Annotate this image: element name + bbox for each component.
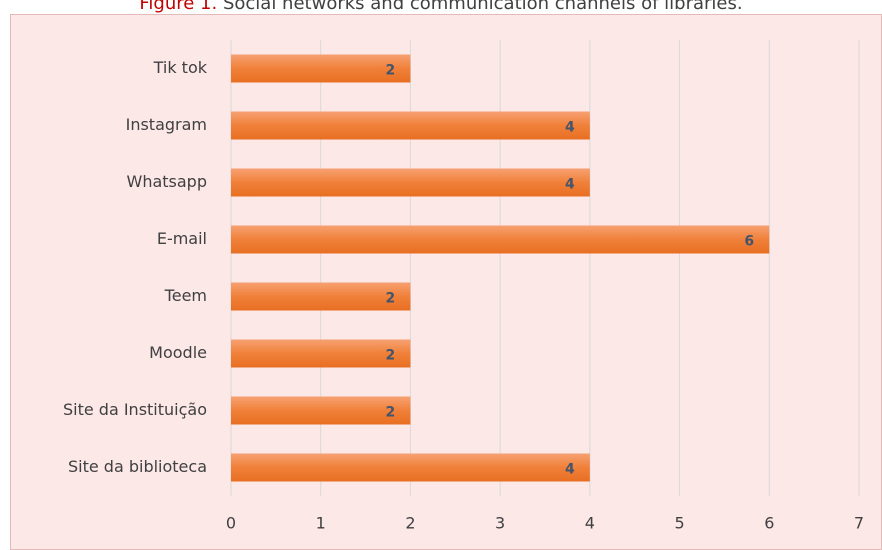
figure-label: Figure 1.: [139, 0, 217, 14]
bar: [231, 453, 590, 482]
y-tick-label: Site da Instituição: [63, 400, 207, 419]
value-label: 2: [386, 405, 396, 421]
value-label: 2: [386, 63, 396, 79]
value-label: 4: [565, 177, 575, 193]
y-tick-label: Whatsapp: [127, 172, 208, 191]
bar: [231, 54, 411, 83]
bar: [231, 111, 590, 140]
x-tick-label: 2: [405, 514, 415, 533]
bar: [231, 396, 411, 425]
x-tick-label: 5: [674, 514, 684, 533]
bar: [231, 282, 411, 311]
chart-title: Figure 1. Social networks and communicat…: [139, 0, 742, 14]
value-label: 4: [565, 462, 575, 478]
bar: [231, 225, 770, 254]
x-tick-label: 1: [316, 514, 326, 533]
x-tick-label: 0: [226, 514, 236, 533]
value-label: 6: [744, 234, 754, 250]
bar: [231, 168, 590, 197]
y-tick-label: Moodle: [149, 343, 207, 362]
y-tick-label: Tik tok: [153, 58, 208, 77]
value-label: 2: [386, 291, 396, 307]
x-tick-label: 3: [495, 514, 505, 533]
value-label: 2: [386, 348, 396, 364]
title-text: Social networks and communication channe…: [223, 0, 743, 14]
x-tick-label: 7: [854, 514, 864, 533]
value-label: 4: [565, 120, 575, 136]
y-tick-label: Instagram: [126, 115, 207, 134]
x-tick-label: 6: [764, 514, 774, 533]
y-tick-label: Site da biblioteca: [68, 457, 207, 476]
y-tick-label: E-mail: [157, 229, 207, 248]
x-tick-label: 4: [585, 514, 595, 533]
y-tick-label: Teem: [164, 286, 207, 305]
bar: [231, 339, 411, 368]
